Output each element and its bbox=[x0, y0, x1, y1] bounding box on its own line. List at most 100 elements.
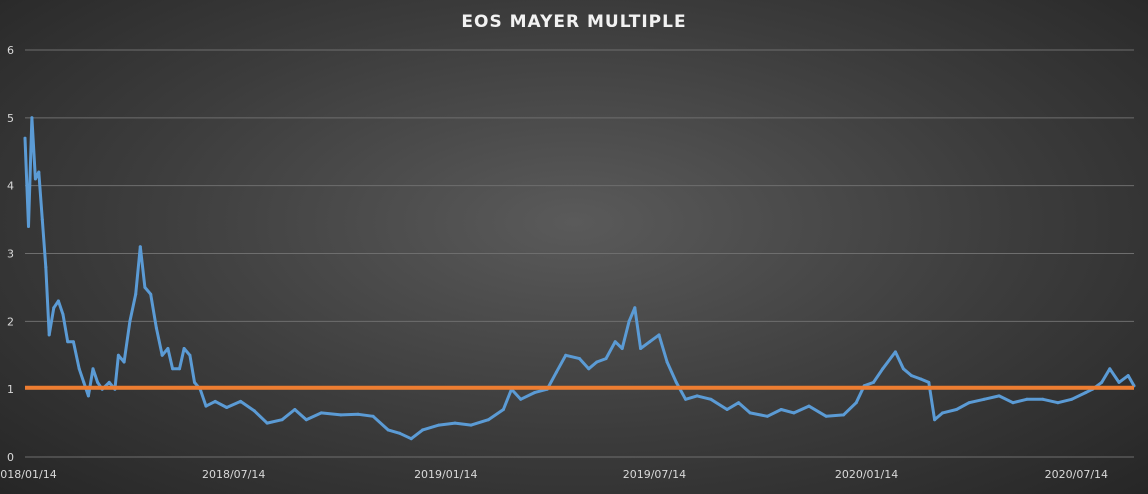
y-tick-label: 3 bbox=[7, 248, 14, 261]
data-point bbox=[872, 380, 875, 384]
data-point bbox=[154, 326, 158, 330]
data-point bbox=[225, 406, 229, 409]
data-point bbox=[47, 333, 51, 337]
data-point bbox=[709, 397, 713, 401]
data-point bbox=[1025, 397, 1029, 401]
data-point bbox=[71, 340, 75, 344]
data-point bbox=[409, 437, 413, 441]
data-point bbox=[578, 357, 581, 361]
series-line bbox=[23, 116, 1136, 441]
data-point bbox=[52, 306, 56, 310]
data-point bbox=[166, 347, 170, 350]
data-point bbox=[91, 367, 95, 371]
data-point bbox=[40, 218, 44, 222]
data-point bbox=[178, 367, 181, 371]
y-tick-label: 4 bbox=[7, 180, 14, 193]
data-point bbox=[304, 418, 308, 422]
data-point bbox=[33, 177, 37, 181]
data-point bbox=[188, 353, 192, 357]
data-point bbox=[371, 414, 375, 418]
data-point bbox=[893, 350, 897, 354]
data-point bbox=[280, 418, 284, 422]
data-point bbox=[213, 399, 217, 403]
data-point bbox=[56, 299, 60, 303]
data-point bbox=[1041, 397, 1045, 401]
data-point bbox=[997, 394, 1001, 398]
data-point bbox=[421, 428, 425, 432]
data-point bbox=[533, 391, 536, 395]
data-point bbox=[901, 367, 905, 371]
data-point bbox=[86, 394, 90, 398]
data-point bbox=[1084, 391, 1088, 395]
data-point bbox=[44, 265, 48, 269]
data-point bbox=[779, 408, 783, 411]
y-tick-label: 2 bbox=[7, 315, 14, 328]
data-point bbox=[1100, 380, 1104, 384]
data-point bbox=[595, 360, 599, 364]
data-point bbox=[1108, 367, 1112, 371]
data-point bbox=[122, 360, 126, 364]
data-point bbox=[293, 408, 297, 411]
data-point bbox=[1117, 380, 1121, 384]
data-point bbox=[182, 347, 186, 350]
data-point bbox=[824, 414, 828, 418]
y-tick-label: 0 bbox=[7, 451, 14, 464]
y-tick-label: 1 bbox=[7, 383, 14, 396]
data-point bbox=[96, 380, 100, 384]
gridlines bbox=[25, 49, 1134, 458]
data-point bbox=[648, 340, 652, 344]
data-point bbox=[149, 292, 153, 296]
data-point bbox=[633, 306, 637, 310]
y-tick-label: 6 bbox=[7, 44, 14, 57]
series-layer bbox=[23, 116, 1136, 441]
data-point bbox=[27, 224, 30, 228]
x-tick-label: 2020/07/14 bbox=[1045, 468, 1108, 481]
data-point bbox=[265, 421, 269, 425]
data-point bbox=[1011, 401, 1015, 405]
data-point bbox=[613, 340, 617, 344]
data-point bbox=[842, 413, 845, 417]
data-point bbox=[204, 404, 208, 408]
chart-title: EOS MAYER MULTIPLE bbox=[461, 12, 687, 32]
data-point bbox=[910, 374, 913, 378]
data-point bbox=[453, 421, 457, 425]
data-point bbox=[1056, 401, 1060, 405]
data-point bbox=[519, 397, 523, 401]
data-point bbox=[356, 412, 360, 416]
data-point bbox=[587, 367, 591, 371]
data-point bbox=[1070, 397, 1074, 401]
data-point bbox=[665, 360, 669, 364]
data-point bbox=[748, 411, 752, 415]
x-axis-ticks: 2018/01/14 2018/07/14 2019/01/14 2019/07/14… bbox=[0, 468, 1108, 481]
data-point bbox=[107, 380, 111, 384]
data-point bbox=[927, 380, 931, 384]
data-point bbox=[486, 418, 490, 422]
data-point bbox=[66, 340, 70, 344]
data-point bbox=[252, 409, 256, 413]
data-point bbox=[61, 313, 65, 316]
data-point bbox=[955, 408, 958, 411]
data-point bbox=[138, 245, 142, 249]
data-point bbox=[501, 408, 505, 411]
x-tick-label: 2020/01/14 bbox=[835, 468, 898, 481]
data-point bbox=[967, 401, 971, 405]
y-tick-label: 5 bbox=[7, 112, 14, 125]
data-point bbox=[134, 292, 138, 296]
data-point bbox=[919, 377, 923, 381]
data-point bbox=[171, 367, 175, 371]
data-point bbox=[77, 367, 81, 371]
data-point bbox=[386, 428, 390, 432]
data-point bbox=[469, 423, 473, 427]
data-point bbox=[604, 357, 608, 361]
data-point bbox=[554, 370, 558, 374]
data-point bbox=[765, 414, 769, 418]
data-point bbox=[30, 116, 34, 120]
data-point bbox=[737, 401, 741, 405]
data-point bbox=[82, 380, 86, 384]
data-point bbox=[725, 408, 729, 411]
data-point bbox=[657, 333, 661, 337]
data-point bbox=[339, 413, 343, 417]
data-point bbox=[854, 401, 858, 405]
